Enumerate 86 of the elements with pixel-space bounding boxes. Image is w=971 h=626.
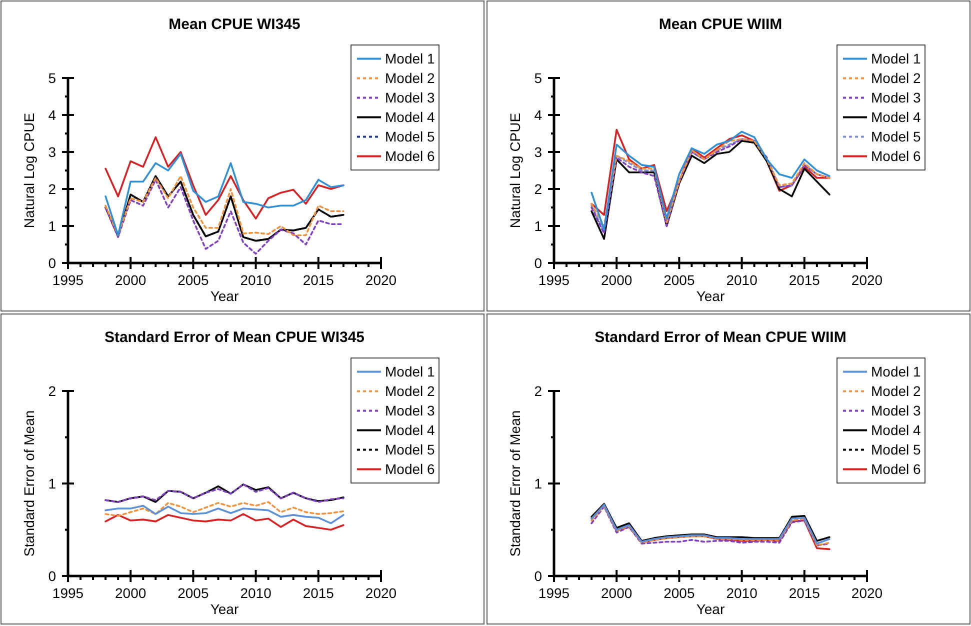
y-tick-label: 1 <box>534 475 542 492</box>
x-tick-label: 2010 <box>240 272 272 288</box>
x-tick-label: 2000 <box>115 585 146 601</box>
legend-label: Model 6 <box>871 148 922 164</box>
y-tick-label: 0 <box>48 568 56 584</box>
line-series <box>104 136 344 220</box>
y-tick-label: 3 <box>48 144 56 160</box>
legend-label: Model 6 <box>385 148 436 164</box>
x-tick-label: 2000 <box>115 272 146 288</box>
y-axis-title: Natural Log CPUE <box>507 112 523 228</box>
y-tick-label: 2 <box>534 180 542 197</box>
legend-label: Model 2 <box>385 383 436 400</box>
chart-title: Mean CPUE WIIM <box>658 16 782 33</box>
line-series <box>104 504 344 524</box>
line-series <box>104 178 344 255</box>
legend-label: Model 5 <box>385 442 436 458</box>
y-tick-label: 0 <box>534 568 542 584</box>
x-tick-label: 2020 <box>365 585 397 601</box>
legend-label: Model 6 <box>385 461 436 478</box>
y-tick-label: 2 <box>48 382 56 399</box>
legend-label: Model 4 <box>385 109 436 126</box>
y-tick-label: 1 <box>48 475 56 492</box>
y-tick-label: 0 <box>48 254 56 271</box>
y-tick-label: 2 <box>48 180 56 197</box>
x-tick-label: 1995 <box>52 272 84 288</box>
legend-label: Model 4 <box>385 422 436 438</box>
chart-title: Standard Error of Mean CPUE WIIM <box>594 329 846 346</box>
line-series <box>104 152 344 236</box>
legend-label: Model 5 <box>871 128 922 145</box>
x-tick-label: 1995 <box>538 585 570 601</box>
line-series <box>104 513 344 531</box>
y-axis-title: Standard Error of Mean <box>21 410 37 557</box>
legend-label: Model 1 <box>871 364 922 380</box>
legend-label: Model 1 <box>385 364 436 380</box>
y-tick-label: 1 <box>534 218 542 234</box>
x-axis-title: Year <box>210 601 239 617</box>
legend-label: Model 3 <box>385 90 436 106</box>
x-tick-label: 2020 <box>851 272 883 288</box>
x-tick-label: 2010 <box>726 585 758 601</box>
line-series <box>590 128 830 216</box>
x-tick-label: 1995 <box>52 585 84 601</box>
x-tick-label: 2010 <box>726 272 758 288</box>
x-tick-label: 2010 <box>240 585 272 601</box>
legend-label: Model 2 <box>871 70 922 86</box>
x-tick-label: 2020 <box>365 272 397 288</box>
x-tick-label: 2015 <box>788 272 820 288</box>
legend-label: Model 4 <box>871 422 922 438</box>
x-tick-label: 1995 <box>538 272 570 288</box>
x-tick-label: 2005 <box>664 585 695 601</box>
legend-label: Model 6 <box>871 461 922 478</box>
line-series <box>104 484 344 503</box>
x-tick-label: 2020 <box>851 585 883 601</box>
x-tick-label: 2000 <box>601 585 632 601</box>
y-tick-label: 3 <box>534 144 542 160</box>
legend-label: Model 4 <box>871 109 922 126</box>
chart-title: Mean CPUE WI345 <box>168 16 300 33</box>
legend-label: Model 5 <box>871 442 922 458</box>
y-tick-label: 5 <box>534 70 542 86</box>
legend-label: Model 3 <box>385 402 436 419</box>
x-tick-label: 2015 <box>302 585 334 601</box>
y-tick-label: 4 <box>48 106 56 123</box>
legend-label: Model 3 <box>871 90 922 106</box>
line-series <box>104 501 344 517</box>
legend-label: Model 2 <box>871 383 922 400</box>
x-axis-title: Year <box>696 601 725 617</box>
x-axis-title: Year <box>696 288 725 304</box>
legend-label: Model 5 <box>385 128 436 145</box>
y-axis-title: Standard Error of Mean <box>507 410 523 557</box>
y-tick-label: 2 <box>534 382 542 399</box>
chart-title: Standard Error of Mean CPUE WI345 <box>104 329 365 346</box>
y-tick-label: 4 <box>534 106 542 123</box>
x-tick-label: 2005 <box>664 272 695 288</box>
x-tick-label: 2000 <box>601 272 632 288</box>
x-tick-label: 2015 <box>788 585 820 601</box>
x-axis-title: Year <box>210 288 239 304</box>
legend-label: Model 3 <box>871 402 922 419</box>
legend-label: Model 1 <box>871 50 922 67</box>
legend-label: Model 1 <box>385 50 436 67</box>
x-tick-label: 2005 <box>178 272 209 288</box>
x-tick-label: 2005 <box>178 585 209 601</box>
x-tick-label: 2015 <box>302 272 334 288</box>
legend-label: Model 2 <box>385 70 436 86</box>
y-tick-label: 5 <box>48 70 56 86</box>
y-tick-label: 0 <box>534 254 542 271</box>
y-axis-title: Natural Log CPUE <box>21 112 37 228</box>
y-tick-label: 1 <box>48 218 56 234</box>
